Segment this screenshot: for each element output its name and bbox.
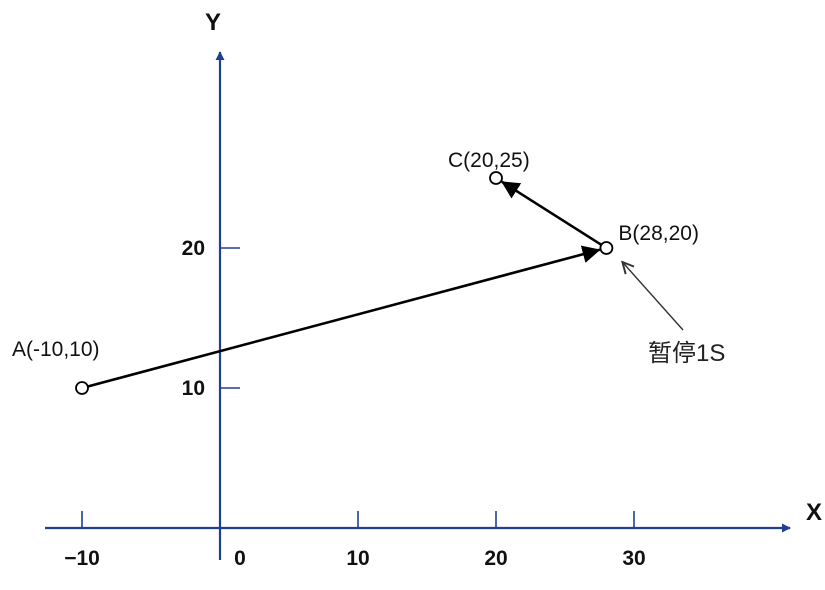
path-points: A(-10,10) B(28,20) C(20,25) (12, 149, 699, 395)
pause-annotation-arrow (622, 262, 684, 331)
x-tick-label: 20 (484, 547, 507, 570)
y-axis-ticks: 10 20 (182, 237, 240, 400)
point-label-c: C(20,25) (448, 149, 530, 172)
x-tick-label: 0 (234, 547, 246, 570)
path-segment-b-c (501, 180, 603, 246)
y-tick-label: 10 (182, 377, 205, 400)
y-axis-title: Y (205, 9, 221, 36)
point-b (599, 241, 614, 255)
point-label-a: A(-10,10) (12, 338, 100, 361)
x-axis-title: X (806, 499, 822, 526)
point-label-b: B(28,20) (618, 222, 699, 245)
x-axis-ticks: −10 0 10 20 30 (64, 511, 646, 570)
motion-path (87, 180, 603, 388)
point-c (489, 171, 503, 185)
x-tick-label: −10 (64, 547, 100, 570)
point-a (75, 381, 89, 395)
x-tick-label: 10 (346, 547, 369, 570)
y-tick-label: 20 (182, 237, 205, 260)
x-tick-label: 30 (622, 547, 645, 570)
pause-annotation-label: 暂停1S (648, 340, 725, 367)
path-segment-a-b (87, 245, 601, 388)
